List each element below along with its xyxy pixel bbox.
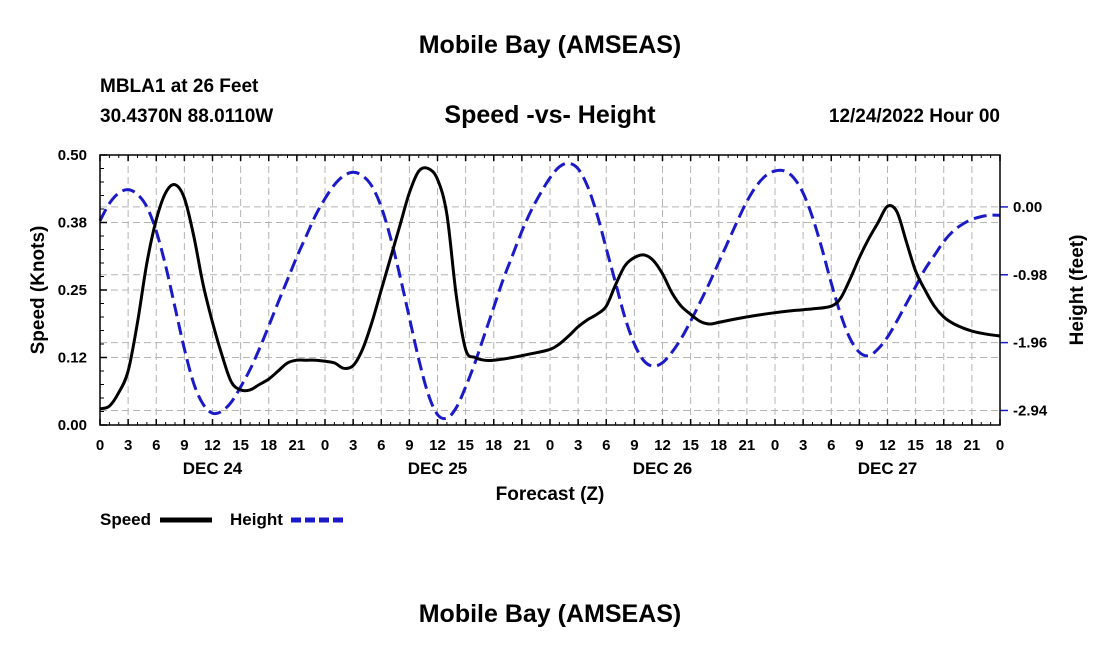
- x-tick-label: 0: [996, 437, 1004, 454]
- x-tick-label: 12: [654, 437, 671, 454]
- tick-labels: 0 3 6 9 12 15 18 21 0 3 6 9 12 15 18 21 0 3 6 9 12 15 18 21 0 3 6 9…: [58, 147, 1048, 478]
- x-tick-label: 0: [96, 437, 104, 454]
- x-tick-label: 18: [485, 437, 502, 454]
- x-tick-label: 12: [879, 437, 896, 454]
- day-label: DEC 25: [408, 459, 468, 478]
- x-tick-label: 18: [260, 437, 277, 454]
- x-tick-label: 9: [855, 437, 863, 454]
- grid: [100, 155, 1000, 425]
- y-tick-label: 0.00: [58, 417, 87, 434]
- x-tick-label: 3: [124, 437, 132, 454]
- x-tick-label: 15: [232, 437, 249, 454]
- y-tick-label: 0.38: [58, 215, 87, 232]
- x-tick-label: 18: [935, 437, 952, 454]
- y2-tick-label: 0.00: [1013, 199, 1042, 216]
- chart-title: Speed -vs- Height: [444, 101, 656, 129]
- footer-title: Mobile Bay (AMSEAS): [418, 600, 682, 628]
- day-label: DEC 24: [183, 459, 243, 478]
- run-time-label: 12/24/2022 Hour 00: [828, 106, 1000, 127]
- y2-tick-label: -2.94: [1013, 402, 1048, 419]
- x-tick-label: 21: [514, 437, 531, 454]
- x-tick-label: 0: [771, 437, 779, 454]
- station-label: MBLA1 at 26 Feet: [100, 76, 259, 97]
- x-tick-label: 6: [602, 437, 610, 454]
- legend-label-height: Height: [230, 510, 283, 529]
- axes-frame: [99, 154, 1008, 426]
- x-tick-label: 15: [907, 437, 924, 454]
- x-tick-label: 6: [377, 437, 385, 454]
- x-tick-label: 3: [574, 437, 582, 454]
- x-tick-label: 3: [349, 437, 357, 454]
- x-tick-label: 6: [152, 437, 160, 454]
- x-tick-label: 9: [405, 437, 413, 454]
- x-tick-label: 21: [964, 437, 981, 454]
- series-layer: [98, 161, 1001, 421]
- x-tick-label: 0: [321, 437, 329, 454]
- y2-tick-label: -0.98: [1013, 267, 1047, 284]
- plot-frame: [99, 154, 1001, 426]
- day-label: DEC 27: [858, 459, 918, 478]
- day-label: DEC 26: [633, 459, 693, 478]
- x-tick-label: 0: [546, 437, 554, 454]
- x-tick-label: 12: [429, 437, 446, 454]
- x-tick-label: 12: [204, 437, 221, 454]
- series-line-height: [98, 161, 1001, 421]
- x-tick-label: 9: [630, 437, 638, 454]
- legend-label-speed: Speed: [100, 510, 151, 529]
- y2-tick-label: -1.96: [1013, 335, 1047, 352]
- page-title: Mobile Bay (AMSEAS): [418, 31, 682, 59]
- x-tick-label: 21: [289, 437, 306, 454]
- y-axis-label: Speed (Knots): [28, 226, 49, 355]
- series-line-speed: [99, 166, 1001, 411]
- y2-axis-label: Height (feet): [1067, 235, 1088, 346]
- x-tick-label: 9: [180, 437, 188, 454]
- y-tick-label: 0.12: [58, 350, 87, 367]
- x-tick-label: 21: [739, 437, 756, 454]
- x-tick-label: 6: [827, 437, 835, 454]
- x-tick-label: 15: [682, 437, 699, 454]
- coordinates-label: 30.4370N 88.0110W: [100, 106, 274, 127]
- y-tick-label: 0.50: [58, 147, 87, 164]
- x-axis-label: Forecast (Z): [496, 484, 605, 505]
- y-tick-label: 0.25: [58, 282, 87, 299]
- x-tick-label: 18: [710, 437, 727, 454]
- x-tick-label: 15: [457, 437, 474, 454]
- x-tick-label: 3: [799, 437, 807, 454]
- legend: Speed Height: [100, 510, 343, 529]
